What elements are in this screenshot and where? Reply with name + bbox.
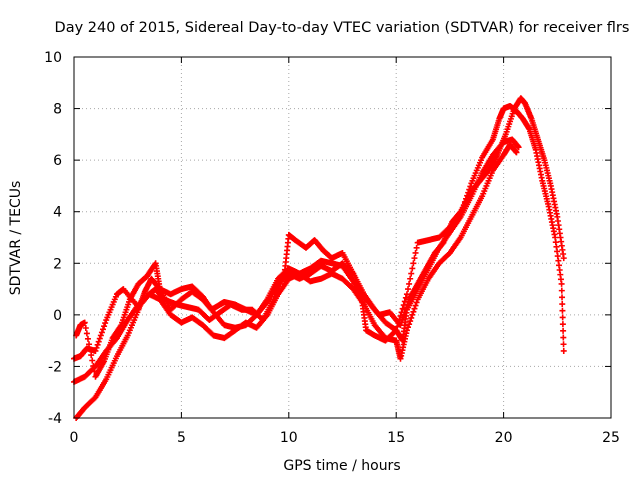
data-point — [465, 189, 472, 196]
series-track-d — [73, 102, 567, 380]
data-point — [99, 326, 106, 333]
y-tick-label: 6 — [53, 153, 62, 169]
x-tick-label: 15 — [387, 430, 405, 446]
data-point — [408, 314, 415, 321]
data-point — [83, 330, 90, 337]
data-point — [515, 144, 522, 151]
data-point — [466, 186, 473, 193]
data-point — [559, 301, 566, 308]
data-point — [90, 362, 97, 369]
data-point — [92, 347, 99, 354]
data-point — [399, 305, 406, 312]
data-point — [409, 265, 416, 272]
data-point — [94, 341, 101, 348]
data-point — [86, 341, 93, 348]
data-point — [558, 287, 565, 294]
data-point — [102, 320, 109, 327]
y-tick-label: 0 — [53, 308, 62, 324]
data-point — [101, 323, 108, 330]
data-point — [93, 344, 100, 351]
data-point — [403, 291, 410, 298]
data-point — [397, 312, 404, 319]
data-point — [393, 327, 400, 334]
data-point — [407, 318, 414, 325]
data-point — [560, 255, 567, 262]
series-track-b — [71, 141, 520, 385]
x-tick-label: 10 — [280, 430, 298, 446]
x-tick-label: 20 — [495, 430, 513, 446]
data-point — [392, 328, 399, 335]
y-tick-label: -2 — [48, 359, 62, 375]
tick-layer: 0 5 10 15 20 25 -4 -2 0 2 4 6 8 10 — [44, 50, 620, 446]
data-point — [459, 205, 466, 212]
data-point — [394, 323, 401, 330]
data-point — [410, 260, 417, 267]
data-point — [560, 347, 567, 354]
data-layer — [71, 95, 567, 421]
data-point — [400, 302, 407, 309]
data-point — [467, 183, 474, 190]
data-point — [405, 286, 412, 293]
data-point — [88, 352, 95, 359]
data-point — [464, 192, 471, 199]
data-point — [560, 341, 567, 348]
data-point — [413, 299, 420, 306]
data-point — [402, 294, 409, 301]
data-point — [457, 211, 464, 218]
data-point — [560, 327, 567, 334]
chart-title: Day 240 of 2015, Sidereal Day-to-day VTE… — [55, 20, 630, 36]
data-point — [95, 338, 102, 345]
y-tick-label: 2 — [53, 256, 62, 272]
data-point — [410, 308, 417, 315]
y-tick-label: 8 — [53, 102, 62, 118]
data-point — [406, 321, 413, 328]
data-point — [513, 149, 520, 156]
data-point — [411, 305, 418, 312]
data-point — [82, 325, 89, 332]
data-point — [395, 320, 402, 327]
data-point — [81, 319, 88, 326]
data-point — [89, 357, 96, 364]
x-tick-label: 5 — [177, 430, 186, 446]
x-tick-label: 25 — [602, 430, 620, 446]
data-point — [460, 202, 467, 209]
data-point — [406, 280, 413, 287]
data-point — [559, 321, 566, 328]
x-tick-label: 0 — [70, 430, 79, 446]
data-point — [401, 298, 408, 305]
data-point — [97, 332, 104, 339]
data-point — [411, 255, 418, 262]
data-point — [458, 208, 465, 215]
data-point — [98, 329, 105, 336]
data-point — [408, 270, 415, 277]
data-point — [461, 198, 468, 205]
plot-frame — [73, 56, 612, 419]
data-point — [409, 311, 416, 318]
data-point — [403, 327, 410, 334]
data-point — [439, 240, 446, 247]
data-point — [559, 314, 566, 321]
data-point — [396, 316, 403, 323]
data-point — [559, 307, 566, 314]
y-axis-label: SDTVAR / TECUs — [8, 181, 24, 296]
data-point — [87, 346, 94, 353]
data-point — [560, 334, 567, 341]
data-point — [96, 335, 103, 342]
data-point — [84, 335, 91, 342]
data-point — [412, 249, 419, 256]
data-point — [559, 294, 566, 301]
data-point — [407, 275, 414, 282]
data-point — [398, 309, 405, 316]
x-axis-label: GPS time / hours — [283, 458, 400, 474]
y-tick-label: -4 — [48, 411, 62, 427]
data-point — [463, 195, 470, 202]
data-point — [413, 244, 420, 251]
data-point — [558, 280, 565, 287]
y-tick-label: 10 — [44, 50, 62, 66]
data-point — [405, 324, 412, 331]
y-tick-label: 4 — [53, 205, 62, 221]
data-point — [412, 302, 419, 309]
